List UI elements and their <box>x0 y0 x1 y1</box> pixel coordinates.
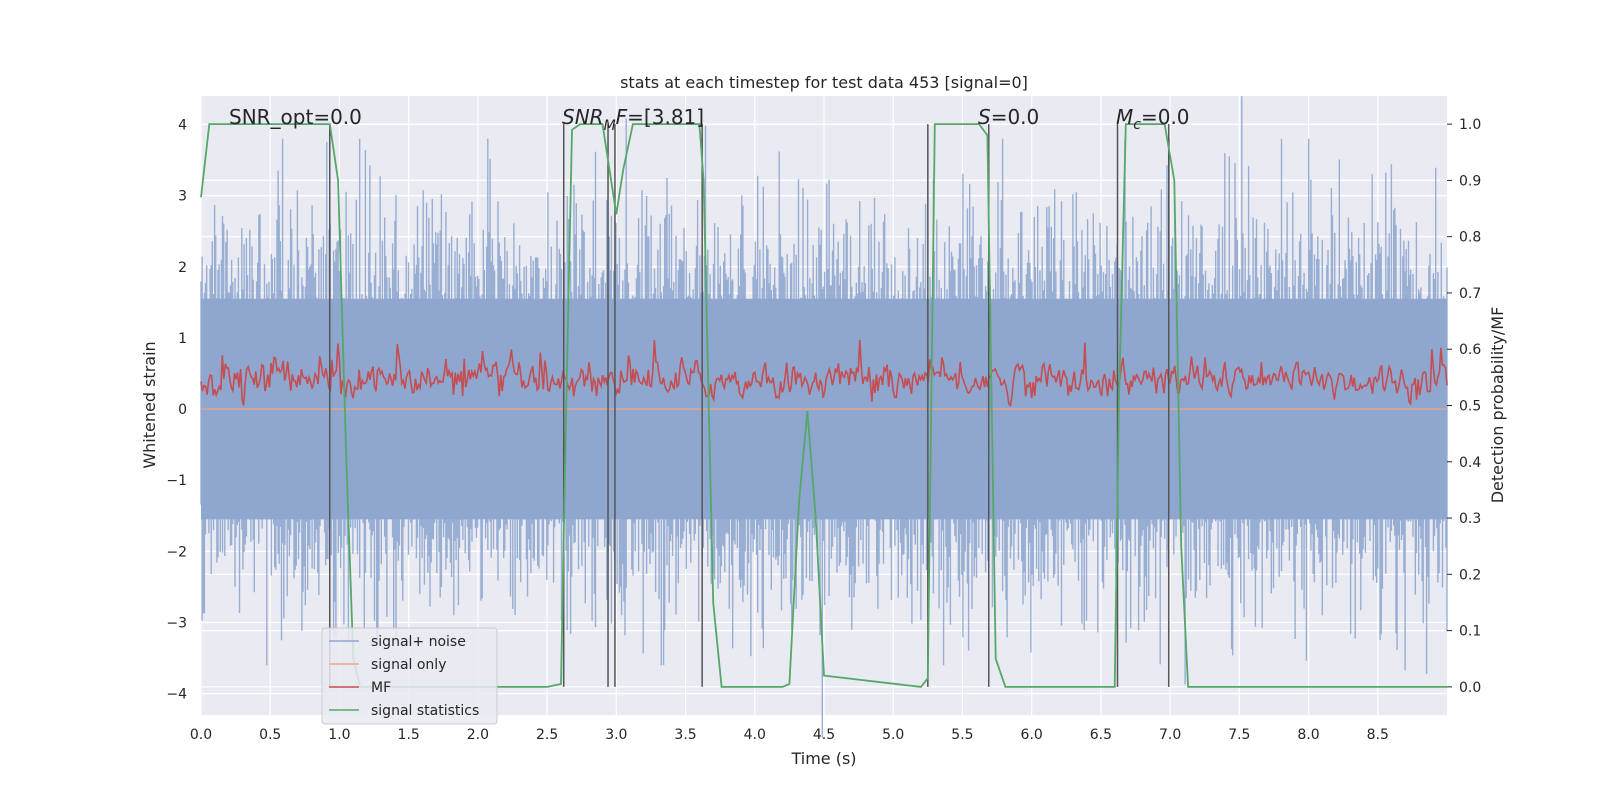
x-tick-labels: 0.0 0.5 1.0 1.5 2.0 2.5 3.0 3.5 4.0 4.5 5.0 5.5 6.0 6… <box>190 727 1389 743</box>
x-tick-label: 2.5 <box>536 727 558 743</box>
y-right-tick-label: 0.3 <box>1459 511 1481 527</box>
y-tick-label: 1 <box>178 331 187 347</box>
annotation-s: S=0.0 <box>978 105 1039 129</box>
legend-label-signal-noise: signal+ noise <box>371 634 466 650</box>
y-right-tick-label: 0.5 <box>1459 399 1481 415</box>
y-tick-label: −4 <box>166 687 187 703</box>
x-tick-label: 4.0 <box>744 727 766 743</box>
annotation-s-italic: S <box>978 105 991 129</box>
legend-label-signal-only: signal only <box>371 657 446 673</box>
x-tick-label: 8.5 <box>1367 727 1389 743</box>
x-tick-label: 3.0 <box>605 727 627 743</box>
y-right-tick-label: 0.7 <box>1459 286 1481 302</box>
y-right-tick-label: 0.9 <box>1459 173 1481 189</box>
y-right-tick-labels: 1.0 0.9 0.8 0.7 0.6 0.5 0.4 0.3 0.2 0.1 0.0 <box>1447 117 1481 696</box>
mf-series <box>200 339 1448 408</box>
legend-box <box>321 627 498 725</box>
annotation-s-value: =0.0 <box>991 105 1040 129</box>
y-axis-label: Whitened strain <box>140 341 159 468</box>
x-tick-label: 2.0 <box>467 727 489 743</box>
signal-noise-series <box>200 96 1448 738</box>
x-tick-label: 6.0 <box>1021 727 1043 743</box>
x-tick-label: 0.0 <box>190 727 212 743</box>
annotation-snr-opt-text: SNR_opt=0.0 <box>229 105 362 129</box>
annotation-mc-italic: M <box>1116 105 1133 129</box>
y-right-axis-label: Detection probability/MF <box>1488 307 1507 504</box>
y-tick-label: −2 <box>166 544 187 560</box>
annotation-mc: Mc=0.0 <box>1116 105 1190 133</box>
legend: signal+ noise signal only MF signal stat… <box>321 627 498 725</box>
x-tick-label: 7.0 <box>1159 727 1181 743</box>
y-right-tick-label: 0.0 <box>1459 680 1481 696</box>
annotation-snr-mf-italic: SNR <box>562 105 604 129</box>
x-tick-label: 1.0 <box>328 727 350 743</box>
annotation-snr-mf-f: F <box>616 105 628 129</box>
annotation-mc-value: =0.0 <box>1141 105 1190 129</box>
y-tick-label: 0 <box>178 402 187 418</box>
x-tick-label: 6.5 <box>1090 727 1112 743</box>
annotation-snr-mf-sub: M <box>604 118 616 134</box>
y-tick-label: −3 <box>166 616 187 632</box>
x-tick-label: 4.5 <box>813 727 835 743</box>
x-tick-label: 5.0 <box>882 727 904 743</box>
x-tick-label: 5.5 <box>951 727 973 743</box>
y-tick-label: 4 <box>178 117 187 133</box>
y-right-tick-label: 0.4 <box>1459 455 1481 471</box>
y-tick-label: 3 <box>178 189 187 205</box>
annotation-snr-opt: SNR_opt=0.0 <box>229 105 362 129</box>
y-tick-label: −1 <box>166 473 187 489</box>
y-tick-labels: 4 3 2 1 0 −1 −2 −3 −4 <box>166 117 187 702</box>
mf-trace <box>200 339 1448 408</box>
legend-label-mf: MF <box>371 680 391 696</box>
vertical-markers <box>329 124 1170 687</box>
x-tick-label: 0.5 <box>259 727 281 743</box>
y-right-tick-label: 0.1 <box>1459 624 1481 640</box>
signal-statistics-trace <box>200 123 1447 688</box>
x-tick-label: 8.0 <box>1297 727 1319 743</box>
y-tick-label: 2 <box>178 260 187 276</box>
y-right-tick-label: 0.8 <box>1459 230 1481 246</box>
x-tick-label: 1.5 <box>398 727 420 743</box>
annotation-snr-mf-value: =[3.81] <box>627 105 704 129</box>
x-tick-label: 7.5 <box>1228 727 1250 743</box>
annotation-mc-sub: c <box>1133 117 1141 133</box>
y-right-tick-label: 1.0 <box>1459 117 1481 133</box>
x-tick-label: 3.5 <box>674 727 696 743</box>
y-right-tick-label: 0.6 <box>1459 342 1481 358</box>
x-axis-label: Time (s) <box>790 749 856 768</box>
legend-label-signal-statistics: signal statistics <box>371 703 479 719</box>
signal-statistics-series <box>200 123 1447 688</box>
y-right-tick-label: 0.2 <box>1459 567 1481 583</box>
chart-title: stats at each timestep for test data 453… <box>620 73 1028 92</box>
annotation-snr-mf: SNRMF=[3.81] <box>562 105 704 134</box>
